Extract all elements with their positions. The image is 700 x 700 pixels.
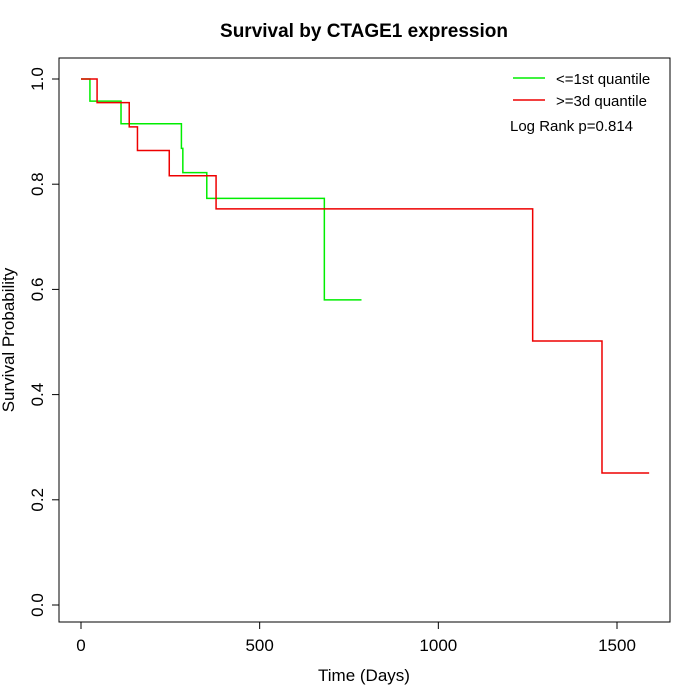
y-tick-label: 0.6 (28, 278, 47, 302)
x-tick-label: 500 (245, 636, 273, 655)
series-layer (81, 78, 650, 474)
plot-frame (58, 57, 671, 623)
y-axis-label: Survival Probability (0, 267, 18, 412)
x-axis-label: Time (Days) (318, 666, 410, 685)
y-tick-label: 0.8 (28, 172, 47, 196)
y-tick-label: 1.0 (28, 67, 47, 91)
y-tick-label: 0.2 (28, 488, 47, 512)
legend: <=1st quantile >=3d quantile (513, 71, 650, 110)
x-tick-label: 1500 (598, 636, 636, 655)
y-axis: 0.0 0.2 0.4 0.6 0.8 1.0 (28, 67, 60, 617)
y-tick-label: 0.0 (28, 593, 47, 617)
log-rank-annotation: Log Rank p=0.814 (510, 118, 633, 135)
legend-label-low: <=1st quantile (556, 71, 650, 88)
series-line-high (81, 78, 650, 474)
x-tick-label: 0 (76, 636, 85, 655)
chart-title: Survival by CTAGE1 expression (220, 21, 508, 42)
x-tick-label: 1000 (419, 636, 457, 655)
series-line-low (81, 78, 362, 301)
y-tick-label: 0.4 (28, 383, 47, 407)
legend-label-high: >=3d quantile (556, 93, 647, 110)
x-axis: 0 500 1000 1500 (76, 621, 636, 655)
